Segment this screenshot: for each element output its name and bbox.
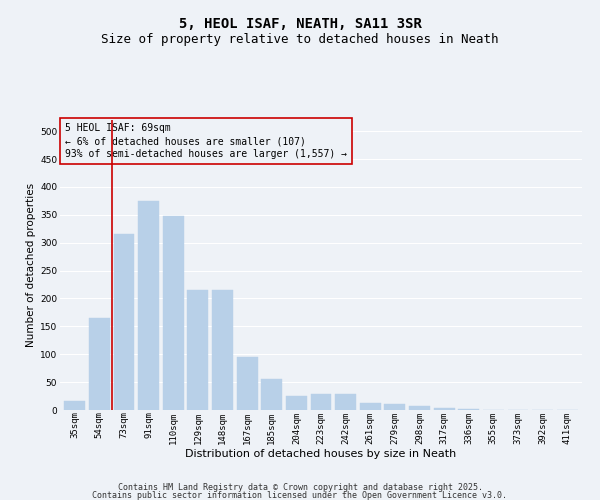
Text: 5 HEOL ISAF: 69sqm
← 6% of detached houses are smaller (107)
93% of semi-detache: 5 HEOL ISAF: 69sqm ← 6% of detached hous… [65, 123, 347, 160]
Bar [409, 406, 430, 410]
X-axis label: Distribution of detached houses by size in Neath: Distribution of detached houses by size … [185, 449, 457, 459]
Text: Size of property relative to detached houses in Neath: Size of property relative to detached ho… [101, 32, 499, 46]
Text: Contains public sector information licensed under the Open Government Licence v3: Contains public sector information licen… [92, 490, 508, 500]
Bar [113, 234, 134, 410]
Bar [187, 290, 208, 410]
Bar [236, 357, 257, 410]
Bar [138, 201, 159, 410]
Bar [335, 394, 356, 410]
Bar [261, 380, 282, 410]
Bar [212, 290, 233, 410]
Bar [163, 216, 184, 410]
Bar [360, 403, 381, 410]
Text: 5, HEOL ISAF, NEATH, SA11 3SR: 5, HEOL ISAF, NEATH, SA11 3SR [179, 18, 421, 32]
Bar [64, 400, 85, 410]
Y-axis label: Number of detached properties: Number of detached properties [26, 183, 36, 347]
Text: Contains HM Land Registry data © Crown copyright and database right 2025.: Contains HM Land Registry data © Crown c… [118, 483, 482, 492]
Bar [286, 396, 307, 410]
Bar [311, 394, 331, 410]
Bar [434, 408, 455, 410]
Bar [89, 318, 110, 410]
Bar [385, 404, 406, 410]
